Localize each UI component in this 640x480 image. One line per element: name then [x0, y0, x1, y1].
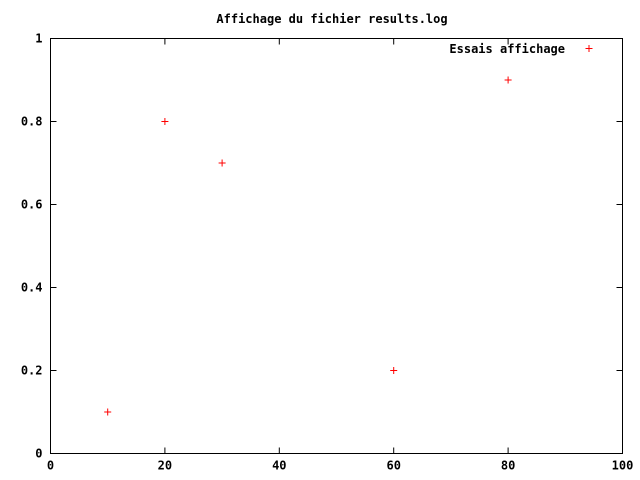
legend-marker-plus [585, 45, 593, 52]
data-point [104, 408, 112, 416]
data-point [218, 159, 226, 167]
data-point [504, 76, 512, 84]
y-tick-label: 0.2 [21, 364, 43, 378]
y-tick-label: 0.8 [21, 115, 43, 129]
y-tick-label: 1 [35, 32, 42, 46]
legend-label: Essais affichage [449, 42, 565, 56]
x-tick-label: 40 [272, 459, 286, 473]
data-points [104, 76, 512, 416]
chart-title: Affichage du fichier results.log [216, 12, 447, 26]
x-tick-label: 100 [612, 459, 634, 473]
x-tick-label: 80 [501, 459, 515, 473]
legend-marker [585, 45, 593, 52]
x-axis-ticks: 0 20 40 60 80 100 [47, 38, 634, 473]
x-tick-label: 20 [158, 459, 172, 473]
y-axis-ticks: 0 0.2 0.4 0.6 0.8 1 [21, 32, 623, 461]
plot-frame [50, 38, 623, 454]
x-tick-label: 0 [47, 459, 54, 473]
x-tick-label: 60 [386, 459, 400, 473]
y-tick-label: 0.4 [21, 281, 43, 295]
legend: Essais affichage [449, 42, 593, 56]
data-point [161, 118, 169, 125]
data-point [390, 367, 398, 374]
y-tick-label: 0.6 [21, 198, 43, 212]
y-tick-label: 0 [35, 447, 42, 461]
